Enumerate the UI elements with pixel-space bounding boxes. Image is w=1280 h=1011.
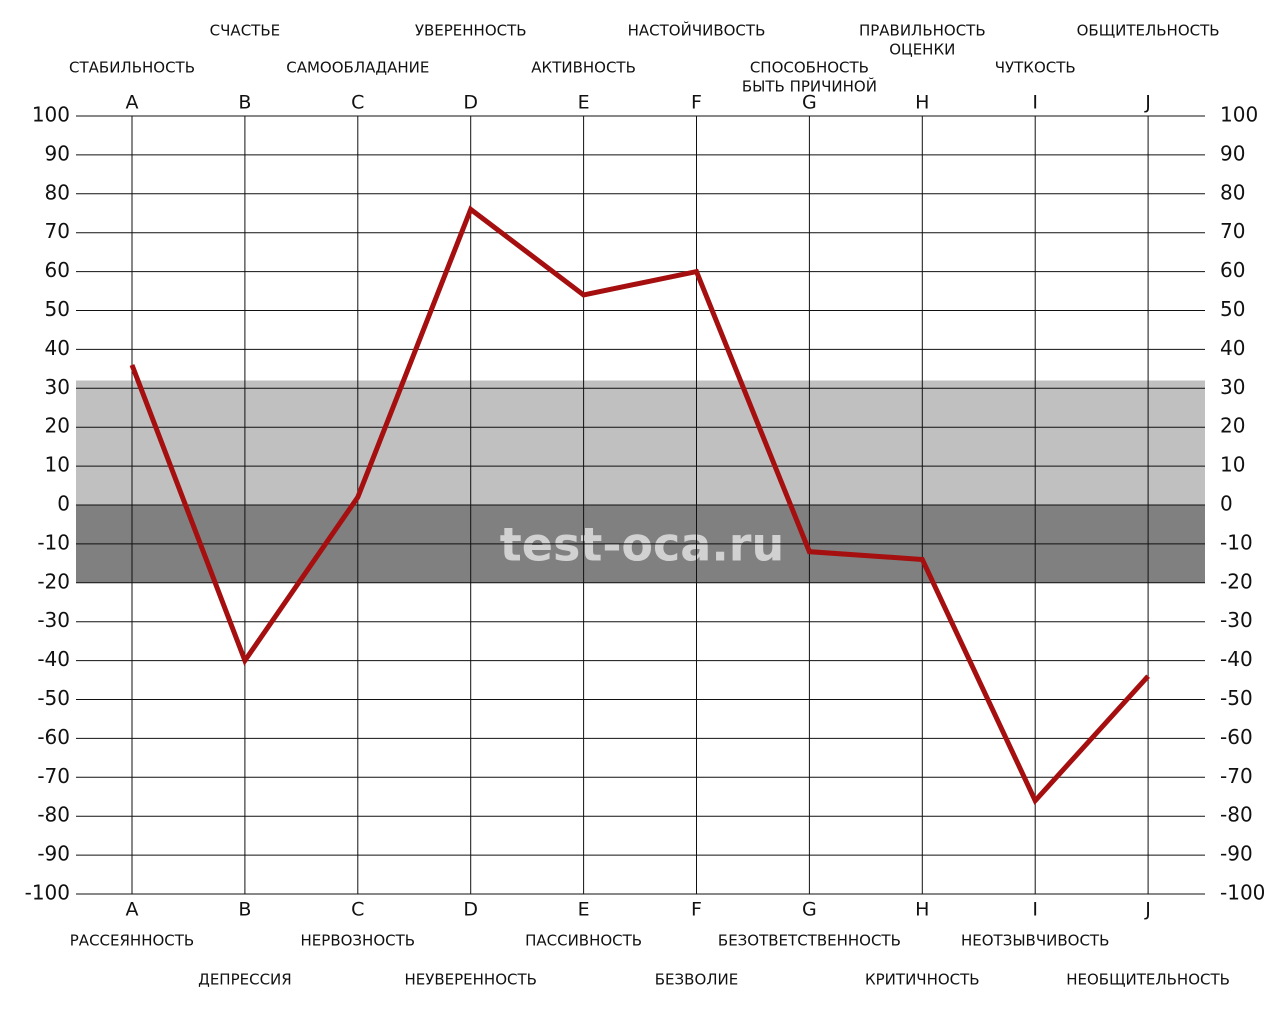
x-tick-label: G [802,899,817,921]
y-tick-label: 60 [45,258,70,282]
bottom-label: НЕРВОЗНОСТЬ [301,932,416,950]
bottom-label: ДЕПРЕССИЯ [198,971,292,989]
x-tick-label: D [463,899,478,921]
y2-tick-label: -70 [1220,764,1253,788]
y2-tick-label: 70 [1220,219,1245,243]
y-tick-label: 40 [45,336,70,360]
y2-tick-label: 20 [1220,414,1245,438]
bottom-label: ПАССИВНОСТЬ [525,932,642,950]
y-tick-label: 100 [32,103,70,127]
y2-tick-label: 30 [1220,375,1245,399]
y2-tick-label: 40 [1220,336,1245,360]
y2-tick-label: -90 [1220,842,1253,866]
y-tick-label: 10 [45,453,70,477]
top-label: НАСТОЙЧИВОСТЬ [628,21,766,40]
x-tick-label: A [126,899,139,921]
x-tick-label: I [1032,92,1038,114]
top-label: БЫТЬ ПРИЧИНОЙ [742,77,877,96]
bottom-label: КРИТИЧНОСТЬ [865,971,980,989]
y2-tick-label: 90 [1220,141,1245,165]
y-tick-label: 30 [45,375,70,399]
x-tick-label: C [351,92,364,114]
top-label: ПРАВИЛЬНОСТЬ [859,22,986,40]
x-tick-label: C [351,899,364,921]
y-tick-label: -50 [37,686,70,710]
x-tick-label: F [691,92,702,114]
y2-tick-label: 60 [1220,258,1245,282]
y-tick-label: 0 [57,492,70,516]
y2-tick-label: -40 [1220,647,1253,671]
bottom-label: НЕОБЩИТЕЛЬНОСТЬ [1066,971,1230,989]
y-tick-label: 50 [45,297,70,321]
y2-tick-label: -20 [1220,569,1253,593]
y-tick-label: 80 [45,180,70,204]
top-label: ОБЩИТЕЛЬНОСТЬ [1077,22,1220,40]
x-tick-label: G [802,92,817,114]
y-tick-label: 90 [45,141,70,165]
band [76,380,1205,505]
x-tick-label: F [691,899,702,921]
bottom-label: РАССЕЯННОСТЬ [70,932,194,950]
y2-tick-label: 100 [1220,103,1258,127]
y-tick-label: -20 [37,569,70,593]
top-label: ОЦЕНКИ [889,41,955,59]
series-line [129,205,1150,806]
y-tick-label: -40 [37,647,70,671]
y-tick-label: -100 [25,881,70,905]
y-tick-label: -60 [37,725,70,749]
x-tick-label: J [1144,899,1151,921]
y2-tick-label: -10 [1220,530,1253,554]
y2-tick-label: -60 [1220,725,1253,749]
y2-tick-label: -100 [1220,881,1265,905]
y-tick-label: 20 [45,414,70,438]
watermark: test-oca.ru [500,518,784,572]
y-tick-label: -70 [37,764,70,788]
x-tick-label: J [1144,92,1151,114]
y2-tick-label: -80 [1220,803,1253,827]
y-tick-label: -10 [37,530,70,554]
x-tick-label: D [463,92,478,114]
top-label: СПОСОБНОСТЬ [750,59,869,77]
bottom-label: НЕУВЕРЕННОСТЬ [404,971,536,989]
top-label: УВЕРЕННОСТЬ [415,22,527,40]
y-tick-label: -80 [37,803,70,827]
y2-tick-label: -50 [1220,686,1253,710]
y2-tick-label: 10 [1220,453,1245,477]
x-tick-label: B [238,92,251,114]
x-tick-label: H [915,899,929,921]
x-tick-label: A [126,92,139,114]
top-label: АКТИВНОСТЬ [531,59,636,77]
y2-tick-label: 50 [1220,297,1245,321]
x-tick-label: B [238,899,251,921]
y-tick-label: -90 [37,842,70,866]
bottom-label: БЕЗВОЛИЕ [655,971,738,989]
y2-tick-label: -30 [1220,608,1253,632]
top-label: СЧАСТЬЕ [210,22,280,40]
bottom-label: БЕЗОТВЕТСТВЕННОСТЬ [718,932,901,950]
y2-tick-label: 80 [1220,180,1245,204]
bottom-label: НЕОТЗЫВЧИВОСТЬ [961,932,1109,950]
top-label: САМООБЛАДАНИЕ [286,59,429,77]
top-label: СТАБИЛЬНОСТЬ [69,59,195,77]
top-label: ЧУТКОСТЬ [995,59,1076,77]
x-tick-label: E [578,899,590,921]
x-tick-label: H [915,92,929,114]
y-tick-label: -30 [37,608,70,632]
y2-tick-label: 0 [1220,492,1233,516]
x-tick-label: E [578,92,590,114]
y-tick-label: 70 [45,219,70,243]
x-tick-label: I [1032,899,1038,921]
